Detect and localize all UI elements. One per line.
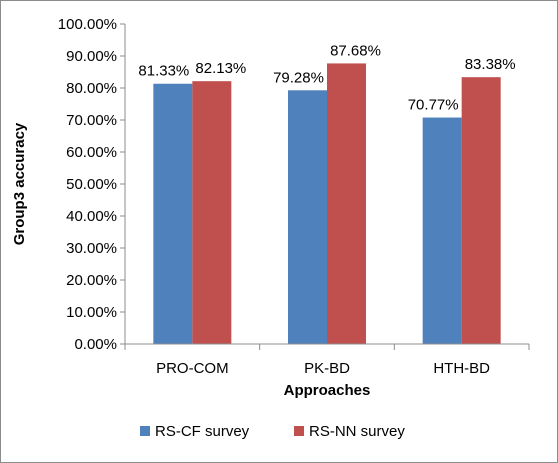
x-axis-ticks: PRO-COM PK-BD HTH-BD: [124, 344, 530, 377]
y-tick-label: 40.00%: [66, 208, 117, 225]
data-label: 82.13%: [195, 60, 246, 77]
y-axis-ticks: 0.00% 10.00% 20.00% 30.00% 40.00% 50.00% 60.00…: [58, 16, 125, 353]
data-label: 70.77%: [408, 97, 459, 114]
y-tick-label: 90.00%: [66, 48, 117, 65]
x-tick-label: HTH-BD: [433, 360, 490, 377]
y-tick-label: 50.00%: [66, 176, 117, 193]
y-tick-label: 10.00%: [66, 304, 117, 321]
bar: [461, 77, 501, 345]
y-tick-label: 100.00%: [58, 16, 117, 33]
data-labels: 81.33% 82.13% 79.28% 87.68% 70.77% 83.38%: [138, 42, 515, 113]
data-label: 81.33%: [138, 63, 189, 80]
y-tick-label: 30.00%: [66, 240, 117, 257]
y-tick-label: 80.00%: [66, 80, 117, 97]
bar: [288, 90, 327, 344]
y-tick-label: 20.00%: [66, 272, 117, 289]
data-label: 83.38%: [465, 56, 516, 73]
y-axis-title: Group3 accuracy: [11, 122, 28, 245]
x-axis-title: Approaches: [284, 382, 371, 399]
bar: [327, 63, 366, 344]
bars: [153, 63, 501, 345]
y-tick-label: 70.00%: [66, 112, 117, 129]
legend-swatch: [140, 426, 150, 436]
y-tick-label: 60.00%: [66, 144, 117, 161]
bar: [153, 83, 193, 344]
legend-swatch: [294, 426, 304, 436]
x-tick-label: PK-BD: [304, 360, 350, 377]
data-label: 79.28%: [273, 69, 324, 86]
x-tick-label: PRO-COM: [156, 360, 229, 377]
bar: [192, 81, 232, 345]
legend-label: RS-CF survey: [155, 423, 250, 440]
bar: [422, 117, 462, 344]
legend: RS-CF survey RS-NN survey: [140, 423, 405, 440]
y-tick-label: 0.00%: [74, 336, 117, 353]
legend-label: RS-NN survey: [309, 423, 405, 440]
data-label: 87.68%: [330, 42, 381, 59]
